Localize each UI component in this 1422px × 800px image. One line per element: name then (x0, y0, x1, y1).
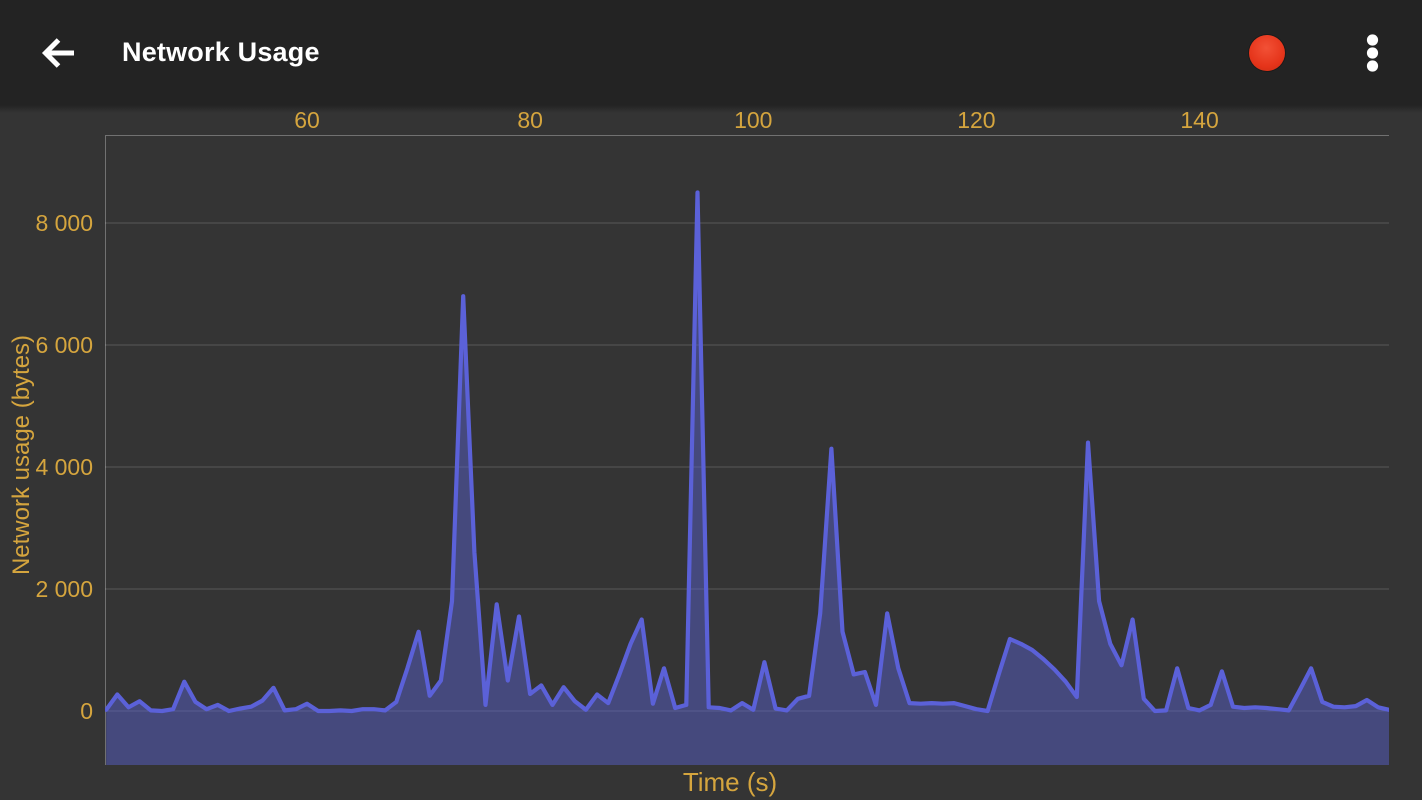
overflow-menu-button[interactable] (1360, 29, 1384, 77)
x-tick-label: 60 (294, 107, 320, 133)
plot-border (105, 135, 1389, 765)
y-tick-label: 8 000 (35, 210, 93, 236)
series-line (105, 190, 1389, 714)
series-area-fill (106, 192, 1389, 765)
y-axis-title: Network usage (bytes) (8, 334, 35, 576)
vertical-ellipsis-icon (1366, 33, 1379, 73)
page-title: Network Usage (122, 37, 320, 67)
app-bar-actions (1249, 29, 1422, 77)
x-tick-label: 140 (1180, 107, 1219, 133)
y-tick-label: 6 000 (35, 332, 93, 358)
y-tick-label: 0 (80, 698, 93, 724)
x-tick-label: 100 (734, 107, 773, 133)
app-bar: Network Usage (0, 0, 1422, 113)
x-tick-label: 120 (957, 107, 996, 133)
recording-indicator-button[interactable] (1249, 34, 1285, 71)
arrow-left-icon (38, 33, 78, 73)
x-axis-title: Time (s) (682, 767, 778, 797)
y-tick-label: 2 000 (35, 576, 93, 602)
back-button[interactable] (34, 29, 82, 77)
y-tick-label: 4 000 (35, 454, 93, 480)
network-usage-chart (105, 135, 1389, 765)
x-tick-label: 80 (517, 107, 543, 133)
